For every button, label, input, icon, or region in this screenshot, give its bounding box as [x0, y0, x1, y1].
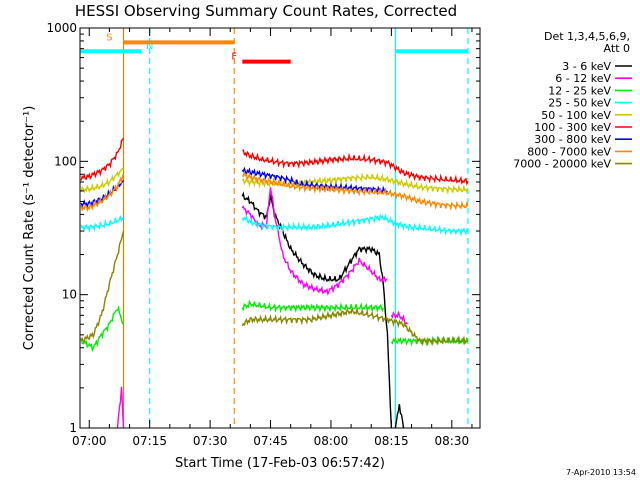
series-line — [394, 404, 405, 429]
observing-bar-label: N — [146, 41, 153, 52]
series-line — [241, 166, 388, 196]
chart-title: HESSI Observing Summary Count Rates, Cor… — [75, 2, 457, 20]
series-line — [80, 215, 125, 233]
series-line — [241, 187, 388, 297]
y-axis-label: Corrected Count Rate (s⁻¹ detector⁻¹) — [22, 106, 37, 351]
x-tick-label: 07:00 — [72, 434, 107, 448]
series-lines — [80, 137, 469, 429]
x-tick-label: 08:15 — [374, 434, 409, 448]
observing-bar-label: F — [231, 52, 237, 63]
series-line — [241, 299, 384, 314]
y-tick-label: 1000 — [46, 21, 77, 35]
x-tick-label: 07:45 — [253, 434, 288, 448]
legend-label: 25 - 50 keV — [548, 97, 611, 110]
legend-label: 50 - 100 keV — [541, 109, 611, 122]
x-tick-label: 07:15 — [132, 434, 167, 448]
series-line — [242, 149, 469, 186]
footer-timestamp: 7-Apr-2010 13:54 — [566, 468, 636, 477]
x-tick-label: 08:30 — [435, 434, 470, 448]
series-line — [80, 137, 125, 181]
x-tick-label: 07:30 — [193, 434, 228, 448]
legend-label: 7000 - 20000 keV — [513, 158, 611, 171]
x-axis-label: Start Time (17-Feb-03 06:57:42) — [175, 456, 385, 471]
series-line — [80, 230, 125, 344]
y-tick-label: 10 — [62, 288, 77, 302]
x-axis: 07:00 07:15 07:30 07:45 08:00 08:15 08:30 — [72, 28, 473, 448]
observing-bar-label: S — [106, 32, 112, 43]
observing-bars: N S F — [80, 32, 468, 64]
vertical-markers — [122, 28, 469, 428]
series-line — [241, 305, 469, 347]
plot-frame — [79, 27, 481, 429]
legend-header-line-1: Det 1,3,4,5,6,9, — [544, 30, 630, 43]
series-line — [80, 173, 125, 213]
series-line — [116, 386, 125, 429]
legend-label: 3 - 6 keV — [562, 60, 611, 73]
x-tick-label: 08:00 — [314, 434, 349, 448]
legend-label: 800 - 7000 keV — [527, 145, 611, 158]
legend-label: 100 - 300 keV — [534, 121, 611, 134]
y-tick-label: 1 — [69, 421, 77, 435]
legend-label: 6 - 12 keV — [555, 72, 611, 85]
series-line — [80, 305, 124, 353]
legend-label: 12 - 25 keV — [548, 84, 611, 97]
series-line — [80, 167, 124, 194]
series-line — [242, 170, 469, 212]
y-axis: 1 10 100 1000 — [46, 21, 480, 435]
y-tick-label: 100 — [54, 154, 77, 168]
legend-header-line-2: Att 0 — [604, 42, 630, 55]
legend-label: 300 - 800 keV — [534, 133, 611, 146]
series-line — [241, 213, 469, 237]
